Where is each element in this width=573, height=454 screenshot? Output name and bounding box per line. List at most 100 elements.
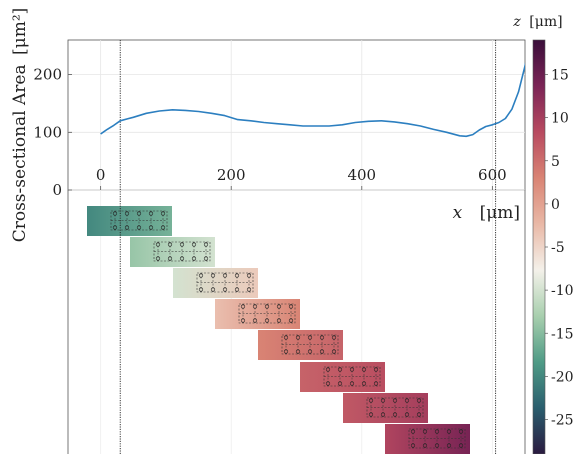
image-strip-node-bottom-6-0 <box>368 412 374 417</box>
image-strip-node-bottom-7-0 <box>410 443 416 448</box>
image-strip-4 <box>258 330 343 360</box>
image-strip-node-bottom-4-4 <box>331 349 337 354</box>
series-layer <box>100 62 525 138</box>
image-strip-node-bottom-4-0 <box>283 349 289 354</box>
image-strip-node-bottom-3-1 <box>252 318 258 323</box>
image-strip-node-bottom-7-3 <box>446 443 452 448</box>
colorbar-tick-label-8: -25 <box>551 413 573 429</box>
image-strip-node-top-1-4 <box>203 242 209 247</box>
image-strip-node-top-2-2 <box>222 273 228 278</box>
y-ticks: 0 100 200 <box>33 66 72 199</box>
colorbar-ticks: 15 10 5 0 -5 -10 -15 -20 -25 <box>545 68 573 429</box>
image-strip-node-bottom-6-2 <box>392 412 398 417</box>
image-strip-node-top-0-0 <box>112 211 118 216</box>
image-strip-node-top-6-4 <box>416 398 422 403</box>
image-strip-node-bottom-5-4 <box>373 381 379 386</box>
y-axis-label: Cross-sectional Area [μm²] <box>10 8 30 243</box>
vertical-markers <box>119 40 497 454</box>
image-strip-fill-6 <box>343 393 428 423</box>
image-strip-node-top-1-3 <box>191 242 197 247</box>
image-strip-node-top-4-3 <box>319 335 325 340</box>
image-strip-node-top-5-0 <box>325 367 331 372</box>
image-strip-node-top-5-1 <box>337 367 343 372</box>
image-strip-node-top-0-3 <box>148 211 154 216</box>
image-strip-node-top-5-2 <box>349 367 355 372</box>
image-strip-node-bottom-7-1 <box>422 443 428 448</box>
y-tick-label-2: 200 <box>33 66 62 84</box>
image-strip-node-bottom-7-2 <box>434 443 440 448</box>
image-strip-node-top-5-4 <box>373 367 379 372</box>
colorbar-tick-label-4: -5 <box>551 240 565 256</box>
image-strip-2 <box>173 268 258 298</box>
image-strip-node-top-5-3 <box>361 367 367 372</box>
image-strip-node-top-4-1 <box>295 335 301 340</box>
colorbar-tick-label-7: -20 <box>551 369 573 385</box>
image-strip-node-bottom-4-2 <box>307 349 313 354</box>
image-strip-node-bottom-5-1 <box>337 381 343 386</box>
image-strip-fill-7 <box>385 424 470 454</box>
image-strip-node-top-6-2 <box>392 398 398 403</box>
image-strip-fill-5 <box>300 362 385 392</box>
colorbar-label-unit: [μm] <box>529 14 562 30</box>
image-strip-node-bottom-1-2 <box>179 256 185 261</box>
image-strip-node-top-2-4 <box>246 273 252 278</box>
image-strip-node-top-4-4 <box>331 335 337 340</box>
image-strip-node-bottom-4-1 <box>295 349 301 354</box>
image-strip-node-top-2-3 <box>234 273 240 278</box>
image-strip-node-bottom-6-4 <box>416 412 422 417</box>
image-strip-node-bottom-0-0 <box>112 225 118 230</box>
colorbar-tick-label-3: 0 <box>551 197 560 213</box>
image-strip-node-top-7-2 <box>434 429 440 434</box>
image-strip-1 <box>130 237 215 267</box>
image-strip-fill-0 <box>87 206 172 236</box>
image-strip-node-bottom-0-4 <box>160 225 166 230</box>
image-strip-node-top-4-0 <box>283 335 289 340</box>
image-strip-node-top-1-1 <box>167 242 173 247</box>
image-strip-node-bottom-1-3 <box>191 256 197 261</box>
image-strip-node-bottom-7-4 <box>458 443 464 448</box>
series-line-0 <box>100 62 525 138</box>
image-strip-node-top-3-3 <box>276 304 282 309</box>
image-strip-node-bottom-5-3 <box>361 381 367 386</box>
image-strip-node-top-3-2 <box>264 304 270 309</box>
image-strip-node-bottom-2-2 <box>222 287 228 292</box>
image-strip-node-bottom-3-0 <box>240 318 246 323</box>
y-tick-label-0: 0 <box>52 181 62 199</box>
image-strip-node-top-6-1 <box>380 398 386 403</box>
image-strip-node-bottom-2-4 <box>246 287 252 292</box>
image-strip-node-bottom-1-4 <box>203 256 209 261</box>
image-strip-node-top-2-1 <box>210 273 216 278</box>
x-tick-label-1: 200 <box>217 166 246 184</box>
image-strip-7 <box>385 424 470 454</box>
top-plot-frame <box>67 39 526 191</box>
x-axis-label-unit: [μm] <box>480 203 520 223</box>
x-axis-label-var: x <box>453 203 463 223</box>
image-strip-fill-1 <box>130 237 215 267</box>
image-strip-node-top-6-0 <box>368 398 374 403</box>
image-strip-node-top-7-1 <box>422 429 428 434</box>
image-strip-fill-3 <box>215 299 300 329</box>
image-strip-node-bottom-0-3 <box>148 225 154 230</box>
image-strip-node-bottom-6-1 <box>380 412 386 417</box>
image-strip-node-top-0-1 <box>124 211 130 216</box>
image-strip-node-bottom-1-0 <box>155 256 161 261</box>
image-strip-node-top-4-2 <box>307 335 313 340</box>
image-strip-5 <box>300 362 385 392</box>
image-strip-node-top-7-3 <box>446 429 452 434</box>
y-tick-label-1: 100 <box>33 123 62 141</box>
image-strip-fill-2 <box>173 268 258 298</box>
image-strip-node-bottom-2-0 <box>198 287 204 292</box>
image-strip-node-top-3-4 <box>288 304 294 309</box>
image-strip-fill-4 <box>258 330 343 360</box>
image-strip-3 <box>215 299 300 329</box>
colorbar-tick-label-2: 5 <box>551 154 560 170</box>
image-strip-node-bottom-3-4 <box>288 318 294 323</box>
y-axis-label-text: Cross-sectional Area <box>10 64 30 242</box>
image-strip-node-top-2-0 <box>198 273 204 278</box>
image-strip-node-top-6-3 <box>404 398 410 403</box>
image-strips <box>87 206 470 454</box>
image-strip-node-bottom-4-3 <box>319 349 325 354</box>
image-strip-node-bottom-0-2 <box>136 225 142 230</box>
image-strip-node-bottom-5-0 <box>325 381 331 386</box>
